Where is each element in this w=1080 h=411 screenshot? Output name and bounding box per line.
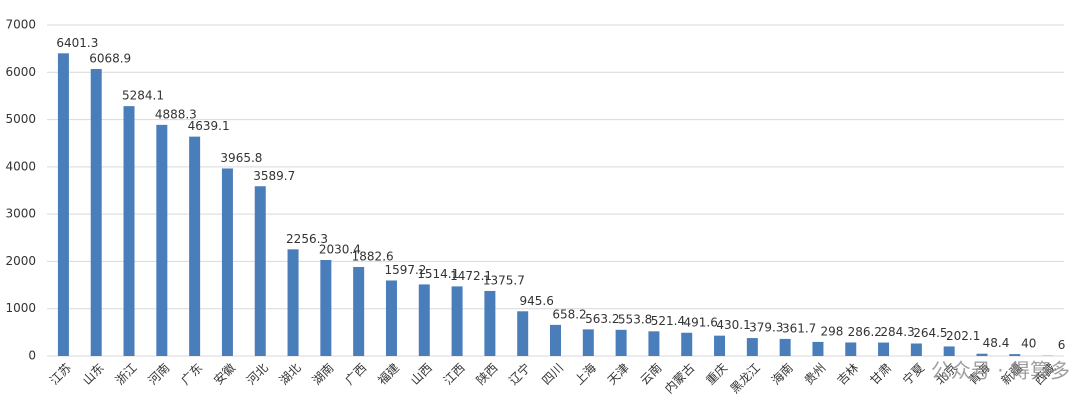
x-tick-label: 福建	[374, 360, 402, 388]
value-label: 298	[820, 324, 843, 338]
bar	[287, 249, 299, 356]
bar	[353, 266, 365, 356]
x-tick-label: 陕西	[473, 360, 501, 388]
x-tick-label: 河南	[145, 360, 173, 388]
value-label: 945.6	[520, 294, 554, 308]
value-label: 563.2	[585, 312, 619, 326]
bar	[517, 311, 529, 356]
bar	[385, 280, 397, 356]
bar	[845, 342, 857, 356]
bar	[779, 338, 791, 356]
value-label: 202.1	[946, 329, 980, 343]
bar	[681, 332, 693, 356]
bar	[943, 346, 955, 356]
value-label: 379.3	[749, 321, 783, 335]
x-tick-label: 山东	[80, 361, 107, 388]
value-label: 4639.1	[188, 119, 230, 133]
value-label: 1882.6	[352, 249, 394, 263]
x-tick-label: 湖北	[276, 360, 304, 388]
value-label: 6401.3	[56, 36, 98, 50]
bar	[615, 329, 627, 356]
x-tick-label: 河北	[244, 361, 271, 388]
bar	[254, 186, 266, 356]
bar	[57, 53, 69, 356]
x-tick-label: 宁夏	[899, 360, 927, 388]
bar	[189, 136, 201, 356]
value-label: 6068.9	[89, 52, 131, 66]
y-tick-label: 2000	[5, 254, 36, 268]
x-tick-label: 山西	[408, 361, 435, 388]
y-tick-label: 5000	[5, 112, 36, 126]
x-tick-label: 广东	[178, 361, 205, 388]
x-tick-label: 安徽	[210, 360, 238, 388]
value-label: 6	[1058, 338, 1066, 352]
bar	[746, 338, 758, 356]
x-tick-label: 重庆	[703, 361, 730, 388]
value-label: 3965.8	[220, 151, 262, 165]
value-label: 2256.3	[286, 232, 328, 246]
y-tick-label: 1000	[5, 301, 36, 315]
value-label: 40	[1021, 337, 1036, 351]
value-label: 5284.1	[122, 89, 164, 103]
value-label: 3589.7	[253, 169, 295, 183]
value-label: 264.5	[913, 326, 947, 340]
bar	[90, 69, 102, 357]
value-label: 1597.2	[384, 263, 426, 277]
value-label: 361.7	[782, 321, 816, 335]
x-tick-label: 甘肃	[867, 361, 894, 388]
y-tick-label: 4000	[5, 159, 36, 173]
x-tick-label: 黑龙江	[728, 361, 763, 396]
value-label: 284.3	[880, 325, 914, 339]
bar	[648, 331, 660, 356]
value-label: 1472.1	[450, 269, 492, 283]
bar	[221, 168, 233, 356]
x-tick-label: 贵州	[802, 361, 829, 388]
value-label: 658.2	[552, 307, 586, 321]
value-label: 430.1	[716, 318, 750, 332]
x-tick-label: 吉林	[834, 361, 861, 388]
bar	[550, 324, 561, 356]
bar	[451, 286, 463, 356]
x-tick-label: 江苏	[47, 361, 74, 388]
bar	[976, 353, 988, 356]
value-label: 521.4	[651, 314, 685, 328]
x-tick-label: 上海	[571, 360, 599, 388]
bar	[714, 335, 726, 356]
value-label: 553.8	[618, 312, 652, 326]
x-tick-label: 内蒙古	[661, 360, 697, 396]
bar	[582, 329, 594, 356]
value-label: 48.4	[983, 336, 1010, 350]
value-label: 286.2	[848, 325, 882, 339]
y-tick-label: 7000	[5, 18, 36, 32]
x-tick-label: 湖南	[309, 360, 337, 388]
x-tick-label: 四川	[539, 361, 566, 388]
x-tick-label: 浙江	[113, 361, 140, 388]
y-tick-label: 3000	[5, 207, 36, 221]
y-tick-label: 6000	[5, 65, 36, 79]
value-label: 491.6	[684, 315, 718, 329]
y-tick-label: 0	[28, 349, 36, 363]
bar	[484, 290, 496, 356]
x-tick-label: 海南	[768, 360, 796, 388]
x-tick-label: 天津	[605, 361, 632, 388]
x-tick-label: 辽宁	[506, 360, 534, 388]
bar	[910, 343, 922, 356]
bar	[123, 106, 135, 356]
bar	[156, 124, 168, 356]
bar	[320, 259, 332, 356]
x-tick-label: 广西	[342, 361, 369, 388]
bar	[418, 284, 430, 356]
bar	[878, 342, 890, 356]
x-tick-label: 云南	[637, 360, 665, 388]
x-tick-label: 江西	[441, 361, 468, 388]
bar	[812, 341, 824, 356]
value-label: 4888.3	[155, 107, 197, 121]
value-label: 1514.1	[417, 267, 459, 281]
watermark: 公众号 · 得算多	[931, 359, 1070, 383]
value-label: 2030.4	[319, 242, 361, 256]
bar	[1009, 354, 1021, 356]
value-label: 1375.7	[483, 273, 525, 287]
